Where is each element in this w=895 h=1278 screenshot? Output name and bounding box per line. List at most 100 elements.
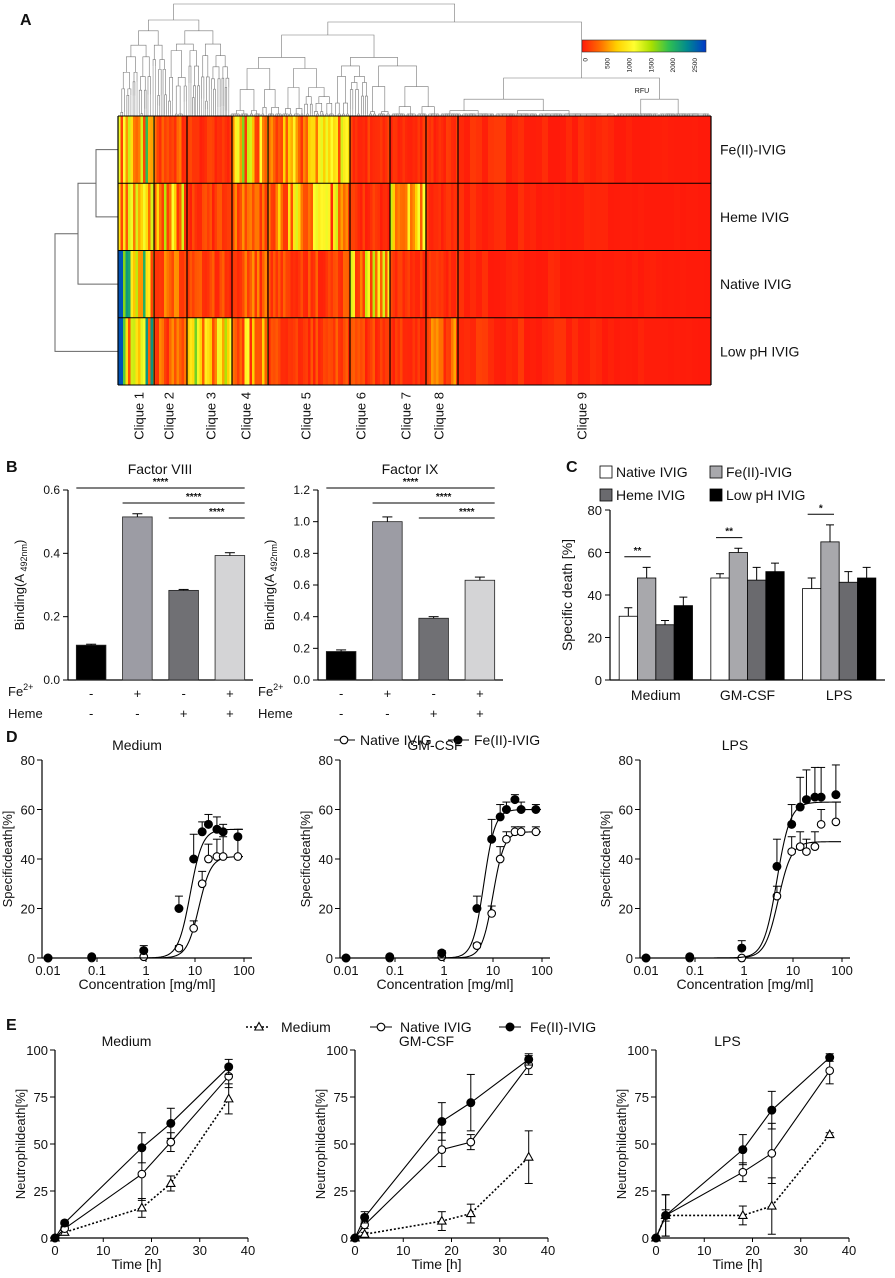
- heatmap-cell: [680, 250, 687, 318]
- heatmap-cell: [590, 250, 597, 318]
- heatmap-cell: [494, 116, 501, 184]
- data-point-filled: [737, 943, 747, 953]
- fit-curve-fe-ii-ivig: [646, 801, 842, 959]
- dose-response-subplot-medium: Medium 0 20 40 60 80 Specificdeath[%] 0.01 0.1 1 1…: [0, 737, 255, 992]
- heatmap-cell: [234, 317, 238, 385]
- heatmap-cell: [335, 116, 339, 184]
- column-dendrogram-branch: [246, 68, 271, 90]
- x-tick-label: 0: [51, 1243, 58, 1258]
- heatmap-cell: [438, 250, 442, 318]
- heatmap-cell: [458, 116, 465, 184]
- bar-2: [122, 516, 153, 681]
- heatmap-cell: [674, 116, 681, 184]
- panel-label-c: C: [566, 459, 578, 476]
- heatmap-cell: [283, 183, 286, 251]
- data-point-open: [738, 1167, 748, 1177]
- heatmap-cell: [407, 317, 411, 385]
- heatmap-cell: [290, 250, 294, 318]
- heatmap-cell: [464, 183, 471, 251]
- heatmap-cell: [140, 116, 144, 184]
- heatmap-cell: [698, 317, 705, 385]
- data-point-open: [376, 1022, 386, 1032]
- subplot-title: GM-CSF: [407, 737, 462, 753]
- heatmap-cell: [422, 183, 426, 251]
- fe-sign: +: [226, 686, 234, 701]
- heatmap-cell: [237, 183, 240, 251]
- heatmap-cell: [415, 183, 418, 251]
- column-dendrogram-branch: [398, 106, 411, 114]
- heatmap-cell: [278, 250, 281, 318]
- heatmap-cell: [451, 317, 454, 385]
- heatmap-cell: [123, 250, 126, 318]
- heatmap-cell: [644, 116, 651, 184]
- heatmap-cell: [120, 116, 124, 184]
- heatmap-cell: [318, 317, 321, 385]
- heatmap-cell: [212, 317, 215, 385]
- heatmap-cell: [352, 183, 356, 251]
- heatmap-cell: [192, 116, 195, 184]
- heatmap-cell: [458, 183, 465, 251]
- heatmap-cell: [375, 317, 378, 385]
- y-tick-label: 80: [319, 753, 333, 768]
- heatmap-cell: [133, 317, 136, 385]
- heatmap-cell: [632, 116, 639, 184]
- x-axis-label: Concentration [mg/ml]: [79, 976, 216, 992]
- heatmap-cell: [275, 183, 279, 251]
- heatmap-cell: [252, 183, 255, 251]
- data-point-filled: [233, 832, 243, 842]
- heatmap-cell: [308, 317, 311, 385]
- heatmap-cell: [415, 116, 418, 184]
- heatmap-cell: [224, 250, 228, 318]
- heatmap-cell: [328, 317, 331, 385]
- column-dendrogram-branch: [463, 98, 544, 111]
- heatmap-cell: [446, 116, 449, 184]
- heatmap-cell: [197, 250, 200, 318]
- x-tick-label: 20: [144, 1243, 158, 1258]
- heatmap-cell: [608, 183, 615, 251]
- heatmap-cell: [325, 183, 329, 251]
- heatmap-cell: [288, 116, 291, 184]
- heatmap-cell: [632, 183, 639, 251]
- heatmap-cell: [242, 183, 245, 251]
- heatmap-cell: [184, 183, 187, 251]
- heatmap-cell: [608, 250, 615, 318]
- heatmap-cell: [343, 183, 346, 251]
- heatmap-cell: [548, 317, 555, 385]
- heatmap-cell: [275, 116, 279, 184]
- heatmap-cell: [596, 250, 603, 318]
- heatmap-cell: [602, 116, 609, 184]
- x-tick-label: 30: [193, 1243, 207, 1258]
- y-tick-label: 0.8: [293, 546, 310, 560]
- column-dendrogram-branch: [138, 89, 143, 114]
- heatmap-cell: [194, 250, 198, 318]
- heatmap-cell: [405, 317, 408, 385]
- y-tick-label: 1.2: [293, 483, 310, 497]
- heatmap-cell: [209, 250, 213, 318]
- data-point-open: [218, 852, 228, 861]
- heatmap-cell: [357, 116, 361, 184]
- column-dendrogram-branch: [213, 88, 216, 114]
- x-tick-label: 10: [396, 1243, 410, 1258]
- heatmap-cell: [295, 116, 299, 184]
- bar-lps-native-ivig: [802, 588, 822, 681]
- heatmap-cell: [441, 183, 444, 251]
- heatmap-cell: [488, 116, 495, 184]
- subplot-title: GM-CSF: [399, 1033, 454, 1049]
- heatmap-cell: [315, 317, 319, 385]
- heatmap-cell: [572, 183, 579, 251]
- column-dendrogram-branch: [158, 69, 162, 96]
- heatmap-cell: [320, 250, 324, 318]
- heatmap-cell: [222, 183, 225, 251]
- heatmap-cell: [638, 183, 645, 251]
- heatmap-cell: [650, 116, 657, 184]
- heatmap-cell: [120, 183, 124, 251]
- x-tick-label: 0.1: [686, 963, 704, 978]
- heatmap-cell: [572, 250, 579, 318]
- heatmap-cell: [365, 250, 368, 318]
- heatmap-cell: [207, 317, 210, 385]
- y-tick-label: 100: [26, 1043, 48, 1058]
- bar-lps-fe-ii-ivig: [820, 541, 840, 681]
- y-tick-label: 50: [334, 1137, 348, 1152]
- data-point-open: [137, 1169, 147, 1179]
- significance-stars: *: [819, 503, 823, 514]
